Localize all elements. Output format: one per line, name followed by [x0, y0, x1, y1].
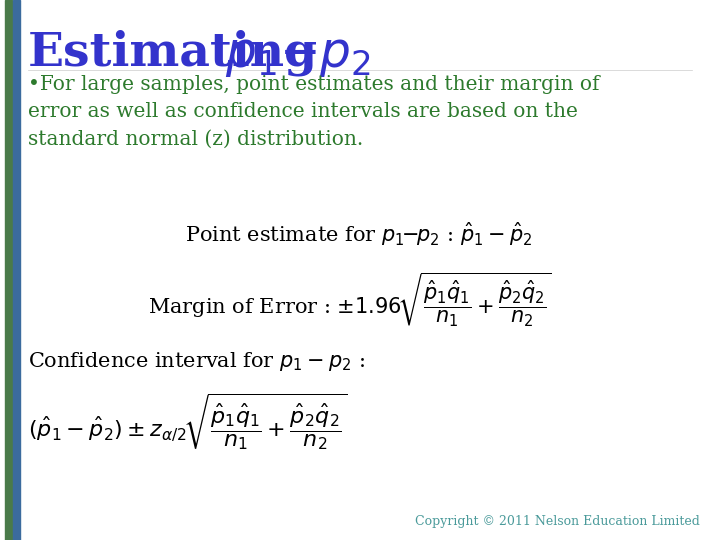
- Text: Margin of Error : $\pm 1.96\!\sqrt{\dfrac{\hat{p}_1\hat{q}_1}{n_1} + \dfrac{\hat: Margin of Error : $\pm 1.96\!\sqrt{\dfra…: [148, 270, 552, 328]
- Text: Copyright © 2011 Nelson Education Limited: Copyright © 2011 Nelson Education Limite…: [415, 515, 700, 528]
- Text: $\mathit{p}_1\mathit{-p}_2$: $\mathit{p}_1\mathit{-p}_2$: [225, 32, 371, 79]
- Text: Estimating: Estimating: [28, 30, 318, 77]
- Text: •For large samples, point estimates and their margin of
error as well as confide: •For large samples, point estimates and …: [28, 75, 600, 148]
- Bar: [5, 0, 12, 540]
- Text: Confidence interval for $p_1 - p_2$ :: Confidence interval for $p_1 - p_2$ :: [28, 350, 365, 373]
- Text: $(\hat{p}_1 - \hat{p}_2) \pm z_{\alpha/2}\!\sqrt{\dfrac{\hat{p}_1\hat{q}_1}{n_1}: $(\hat{p}_1 - \hat{p}_2) \pm z_{\alpha/2…: [28, 392, 347, 453]
- Text: Point estimate for $p_1\!\!-\!\!p_2$ : $\hat{p}_1 - \hat{p}_2$: Point estimate for $p_1\!\!-\!\!p_2$ : $…: [185, 220, 532, 248]
- Bar: [13, 0, 20, 540]
